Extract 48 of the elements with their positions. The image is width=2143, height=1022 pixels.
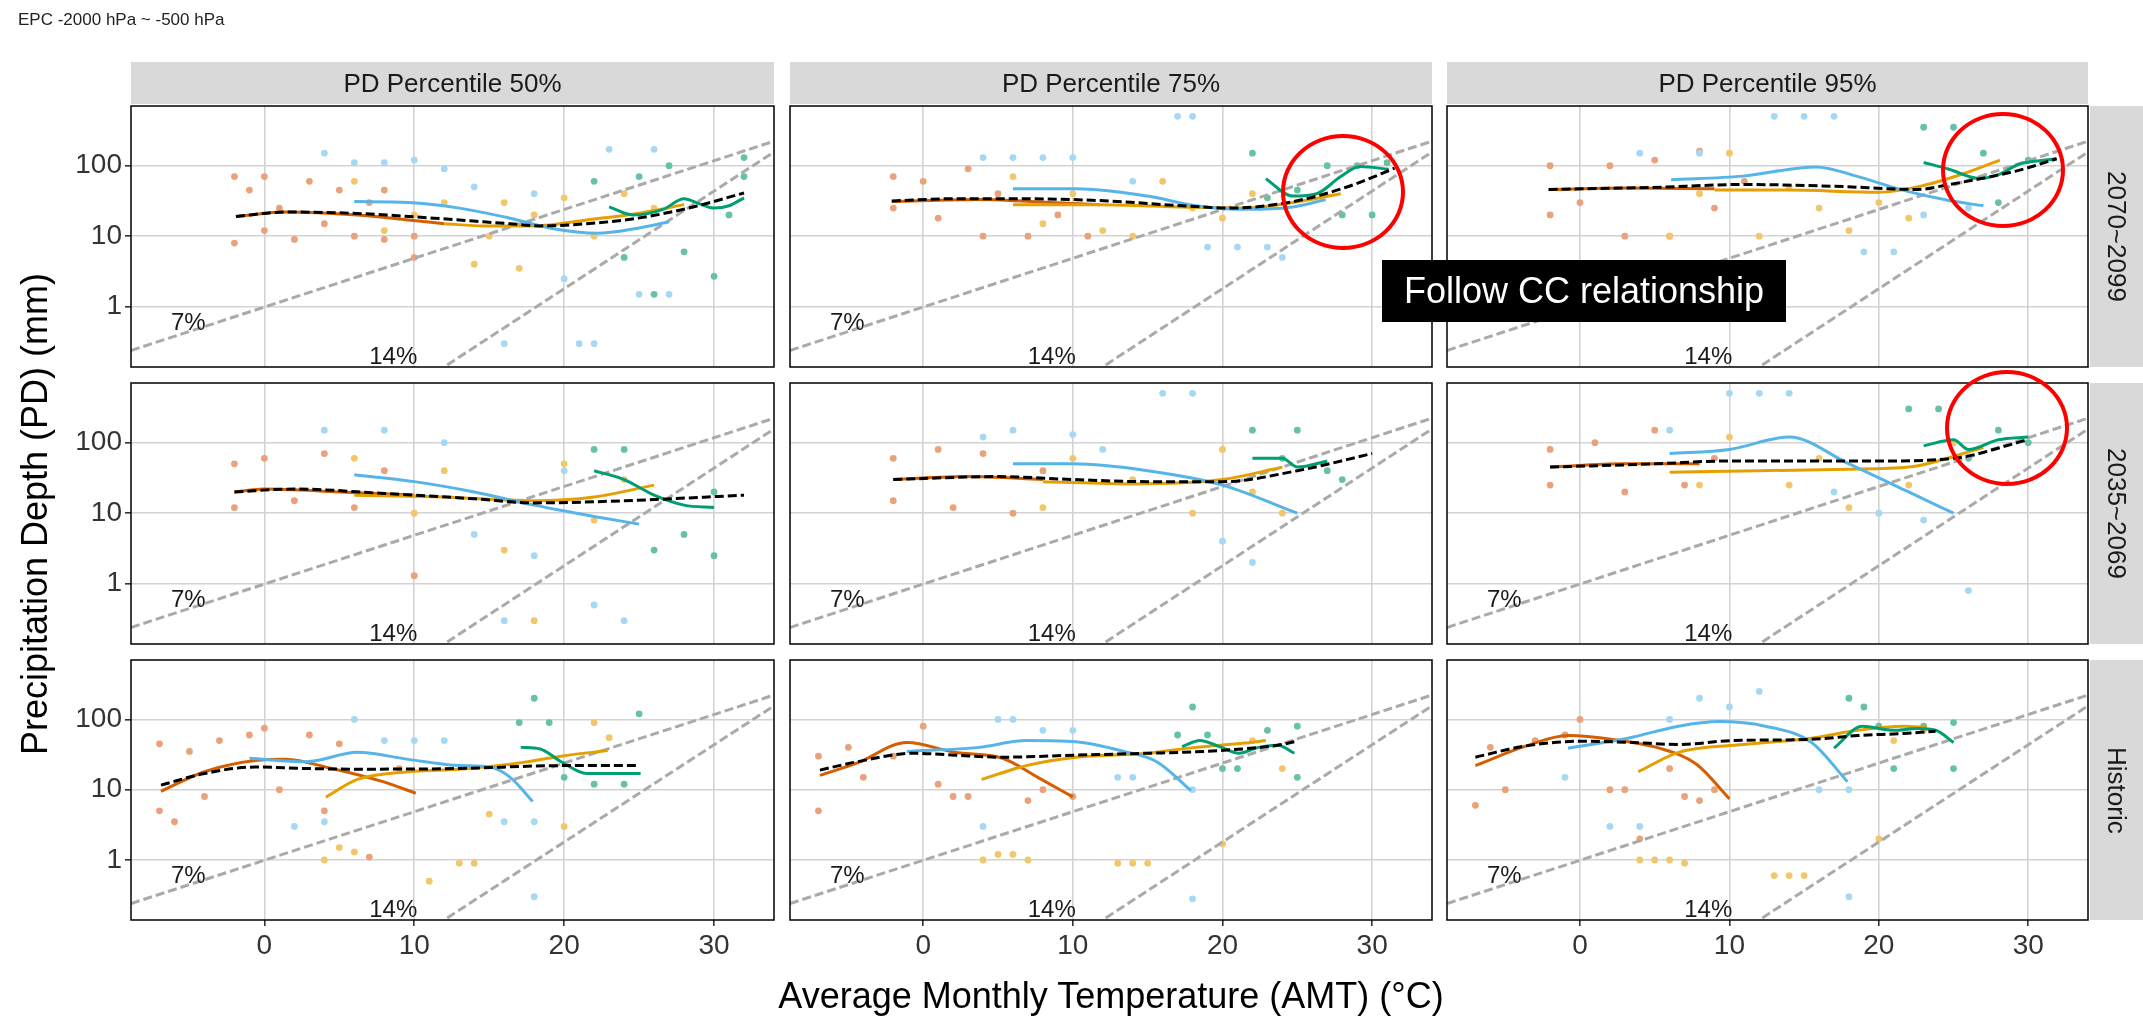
x-tick-label: 0 xyxy=(1572,928,1588,960)
series-label: 14% xyxy=(1684,618,1733,646)
series-label: 14% xyxy=(1684,894,1733,922)
series-label: 14% xyxy=(369,894,418,922)
y-tick-label: 10 xyxy=(90,772,122,804)
y-tick-label: 1 xyxy=(106,289,122,321)
series-label: 14% xyxy=(369,341,418,369)
y-tick-label: 100 xyxy=(75,702,122,734)
series-label: 7% xyxy=(830,585,865,613)
y-axis-title: Precipitation Depth (PD) (mm) xyxy=(14,272,56,755)
y-tick-label: 10 xyxy=(90,495,122,527)
y-tick-label: 10 xyxy=(90,218,122,250)
text: EPC -2000 hPa ~ -500 hPa xyxy=(18,10,225,30)
series-label: 7% xyxy=(171,861,206,889)
y2-axis-title: 2070~2099 xyxy=(2090,106,2143,367)
series-label: 7% xyxy=(830,308,865,336)
series-label: 7% xyxy=(830,861,865,889)
x-tick-label: 20 xyxy=(1206,928,1239,960)
chart-title: PD Percentile 50% xyxy=(131,62,774,104)
y2-axis-title: 2035~2069 xyxy=(2090,383,2143,644)
series-label: 14% xyxy=(1027,894,1076,922)
x-tick-label: 10 xyxy=(1057,928,1089,960)
series-label: 14% xyxy=(1027,618,1076,646)
x-tick-label: 20 xyxy=(548,928,580,960)
series-label: 14% xyxy=(1027,341,1076,369)
x-tick-label: 10 xyxy=(398,928,430,960)
x-tick-label: 30 xyxy=(1356,928,1388,960)
chart-title: PD Percentile 75% xyxy=(790,62,1432,104)
y-tick-label: 100 xyxy=(75,425,122,457)
series-label: 7% xyxy=(1487,861,1522,889)
x-tick-label: 0 xyxy=(915,928,931,960)
y-tick-label: 1 xyxy=(106,842,122,874)
series-label: 14% xyxy=(369,618,418,646)
x-tick-label: 30 xyxy=(698,928,730,960)
series-label: 7% xyxy=(1487,585,1522,613)
annotation: Follow CC relationship xyxy=(1382,260,1787,322)
series-label: 7% xyxy=(171,585,206,613)
x-axis-title: Average Monthly Temperature (AMT) (°C) xyxy=(778,975,1444,1017)
series-label: 14% xyxy=(1684,341,1733,369)
y2-axis-title: Historic xyxy=(2090,660,2143,920)
y-tick-label: 100 xyxy=(75,148,122,180)
x-tick-label: 10 xyxy=(1713,928,1745,960)
chart-title: PD Percentile 95% xyxy=(1447,62,2088,104)
x-tick-label: 20 xyxy=(1863,928,1895,960)
series-label: 7% xyxy=(171,308,206,336)
x-tick-label: 0 xyxy=(256,928,273,960)
x-tick-label: 30 xyxy=(2012,928,2044,960)
y-tick-label: 1 xyxy=(106,566,122,598)
